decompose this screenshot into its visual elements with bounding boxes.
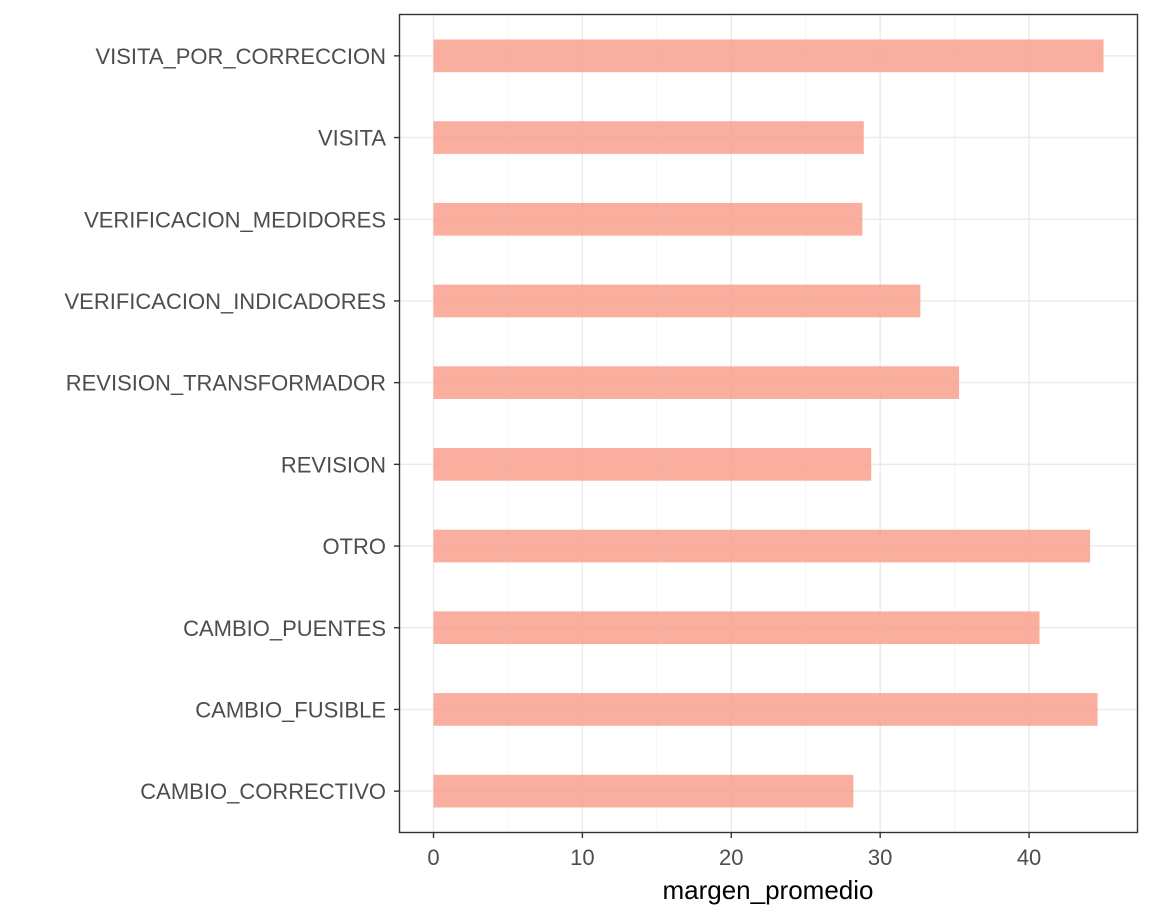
- bar: [433, 693, 1098, 726]
- y-tick-label: VERIFICACION_INDICADORES: [65, 289, 387, 314]
- x-tick-label: 10: [570, 845, 594, 870]
- y-tick-label: CAMBIO_PUENTES: [183, 616, 386, 641]
- y-tick-label: VISITA_POR_CORRECCION: [95, 44, 386, 69]
- bar: [433, 529, 1091, 563]
- y-tick-label: VISITA: [318, 126, 386, 151]
- y-tick-label: CAMBIO_CORRECTIVO: [140, 779, 386, 804]
- bars: [433, 39, 1104, 808]
- bar: [433, 774, 854, 808]
- bar: [433, 611, 1040, 645]
- bar: [433, 448, 872, 481]
- bar: [433, 121, 864, 154]
- x-tick-label: 40: [1017, 845, 1041, 870]
- y-tick-label: REVISION_TRANSFORMADOR: [66, 371, 386, 396]
- bar: [433, 366, 960, 399]
- x-tick-label: 30: [868, 845, 892, 870]
- y-tick-label: VERIFICACION_MEDIDORES: [84, 207, 386, 232]
- x-axis-title: margen_promedio: [662, 875, 873, 905]
- panel-border: [398, 13, 1139, 834]
- y-tick-label: REVISION: [281, 452, 386, 477]
- bar: [433, 284, 921, 318]
- y-tick-label: CAMBIO_FUSIBLE: [195, 697, 386, 722]
- bar: [433, 39, 1104, 73]
- x-tick-label: 20: [719, 845, 743, 870]
- x-tick-label: 0: [427, 845, 439, 870]
- y-tick-label: OTRO: [322, 534, 386, 559]
- bar: [433, 202, 863, 236]
- axes: CAMBIO_CORRECTIVO CAMBIO_FUSIBLE CAMBIO_PU…: [65, 44, 1042, 870]
